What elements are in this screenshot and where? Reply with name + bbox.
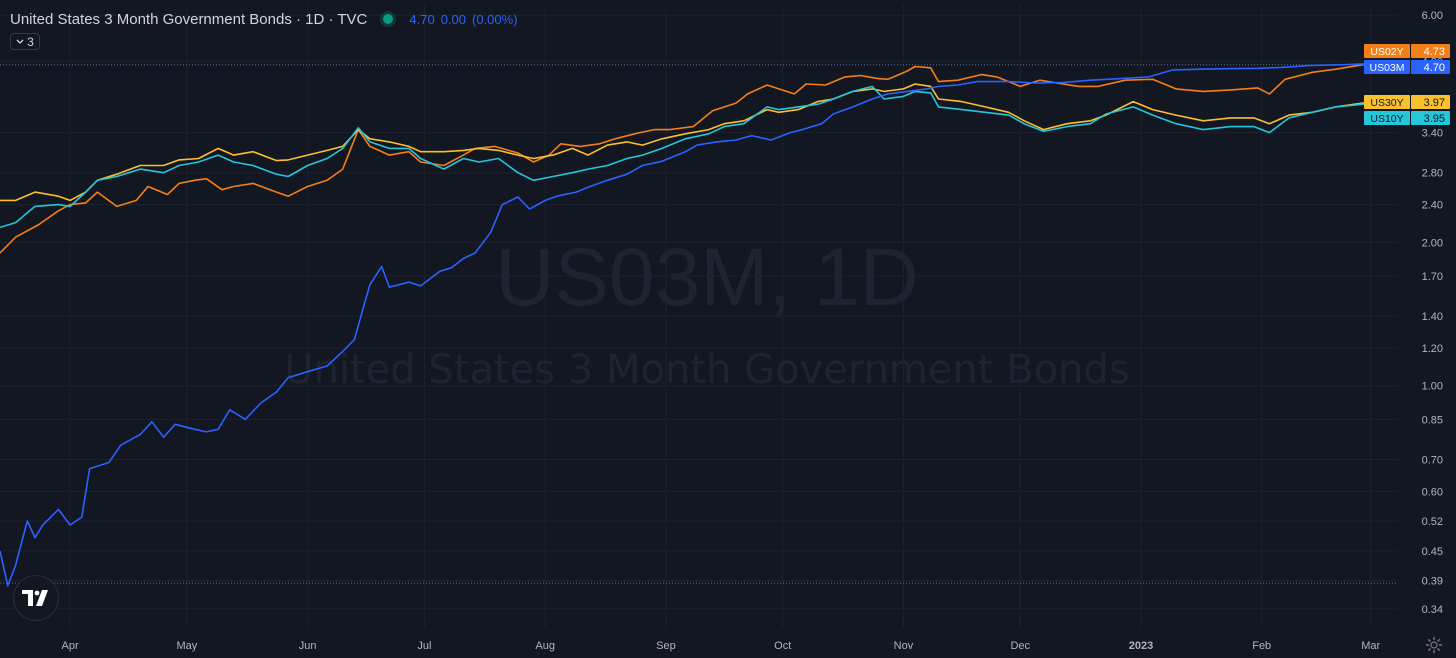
y-tick-label: 0.85 — [1422, 414, 1443, 426]
series-name-badge — [1364, 44, 1410, 58]
series-name-label: US10Y — [1370, 113, 1403, 125]
series-lines — [0, 62, 1382, 587]
last-value-badge — [1411, 95, 1450, 109]
y-tick-label: 2.40 — [1422, 200, 1443, 212]
last-value-label: 4.70 — [1424, 62, 1445, 74]
y-tick-label: 6.00 — [1422, 10, 1443, 22]
y-tick-label: 1.00 — [1422, 381, 1443, 393]
y-tick-label: 1.40 — [1422, 311, 1443, 323]
x-tick-label: Oct — [774, 640, 791, 652]
series-name-label: US02Y — [1370, 46, 1403, 58]
watermark: US03M, 1D United States 3 Month Governme… — [284, 232, 1130, 393]
series-name-badge — [1364, 111, 1410, 125]
indicators-collapse-button[interactable]: 3 — [10, 33, 40, 50]
y-tick-label: 1.70 — [1422, 271, 1443, 283]
price-change: 0.00 — [440, 11, 467, 27]
last-value-badge — [1411, 44, 1450, 58]
series-line-us30y[interactable] — [0, 83, 1379, 202]
chart-legend-header: United States 3 Month Government Bonds ·… — [10, 9, 524, 29]
x-tick-label: Jun — [299, 640, 317, 652]
last-value-label: 4.73 — [1424, 46, 1445, 58]
x-tick-label: Feb — [1252, 640, 1271, 652]
collapse-chevron-icon — [16, 39, 24, 44]
series-name-label: US30Y — [1370, 97, 1403, 109]
x-tick-label: Aug — [535, 640, 555, 652]
settings-gear-icon[interactable] — [1425, 636, 1443, 654]
series-name-label: US03M — [1369, 62, 1404, 74]
series-line-us02y[interactable] — [0, 63, 1379, 254]
quote-values: 4.70 0.00 (0.00%) — [409, 12, 523, 27]
last-value-badge — [1411, 60, 1450, 74]
y-tick-label: 3.40 — [1422, 128, 1443, 140]
x-tick-label: Dec — [1010, 640, 1030, 652]
y-tick-label: 0.60 — [1422, 486, 1443, 498]
last-value-label: 3.97 — [1424, 97, 1445, 109]
series-name-badge — [1364, 95, 1410, 109]
x-tick-label: Nov — [894, 640, 914, 652]
y-tick-label: 0.52 — [1422, 516, 1443, 528]
series-line-us03m[interactable] — [0, 63, 1379, 587]
x-tick-label: Apr — [62, 640, 79, 652]
indicators-count: 3 — [27, 34, 34, 49]
watermark-symbol: US03M, 1D — [495, 232, 919, 323]
y-tick-label: 1.20 — [1422, 343, 1443, 355]
y-tick-label: 0.39 — [1422, 576, 1443, 588]
last-price: 4.70 — [409, 11, 435, 27]
price-change-percent: (0.00%) — [472, 11, 518, 27]
x-tick-label: 2023 — [1129, 640, 1153, 652]
last-value-label: 3.95 — [1424, 113, 1445, 125]
last-value-labels: US02Y 4.73 US03M 4.70 US30Y 3.97 US10Y 3.95 — [1364, 44, 1450, 125]
x-tick-label: Jul — [417, 640, 431, 652]
tradingview-logo[interactable] — [13, 575, 59, 621]
y-tick-label: 2.00 — [1422, 237, 1443, 249]
y-tick-label: 2.80 — [1422, 168, 1443, 180]
y-tick-label: 0.70 — [1422, 455, 1443, 467]
y-tick-label: 0.34 — [1422, 604, 1443, 616]
y-axis[interactable]: 6.004.803.402.802.402.001.701.401.201.00… — [1422, 10, 1443, 616]
chart-grid — [0, 5, 1398, 628]
market-status-icon[interactable] — [383, 14, 394, 24]
x-axis[interactable]: Apr May Jun Jul Aug Sep Oct Nov Dec 2023 Feb Mar — [62, 640, 1381, 652]
x-tick-label: Mar — [1361, 640, 1380, 652]
series-name-badge — [1364, 60, 1410, 74]
tradingview-logo-icon — [22, 590, 48, 606]
watermark-description: United States 3 Month Government Bonds — [284, 347, 1130, 393]
x-tick-label: May — [177, 640, 198, 652]
series-line-us10y[interactable] — [0, 85, 1379, 229]
last-value-badge — [1411, 111, 1450, 125]
x-tick-label: Sep — [656, 640, 676, 652]
y-tick-label: 0.45 — [1422, 546, 1443, 558]
symbol-title[interactable]: United States 3 Month Government Bonds ·… — [10, 10, 368, 28]
